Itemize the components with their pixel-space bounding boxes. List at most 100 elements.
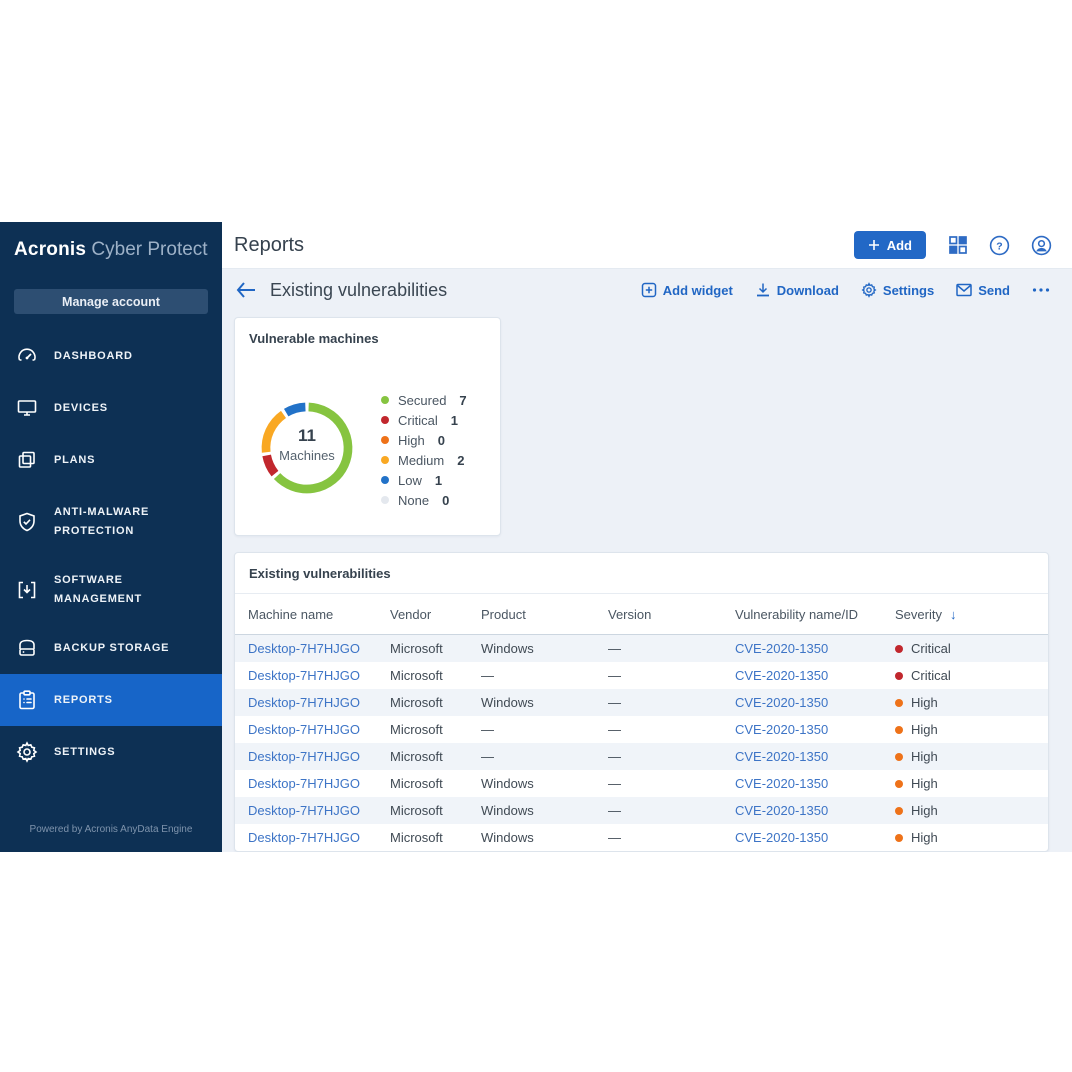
plus-icon bbox=[868, 240, 879, 251]
machine-name-link[interactable]: Desktop-7H7HJGO bbox=[248, 803, 360, 818]
sidebar-item-anti-malware-protection[interactable]: ANTI-MALWARE PROTECTION bbox=[0, 486, 222, 558]
sidebar-item-plans[interactable]: PLANS bbox=[0, 434, 222, 486]
table-body: Desktop-7H7HJGO Microsoft Windows — CVE-2020… bbox=[235, 635, 1048, 851]
version-cell: — bbox=[608, 776, 621, 791]
sidebar-item-devices[interactable]: DEVICES bbox=[0, 382, 222, 434]
settings-action[interactable]: Settings bbox=[861, 282, 934, 298]
devices-icon bbox=[14, 395, 40, 421]
column-header-product[interactable]: Product bbox=[481, 606, 526, 622]
column-header-machine-name[interactable]: Machine name bbox=[248, 606, 334, 622]
legend-count: 2 bbox=[457, 452, 465, 468]
vulnerable-machines-widget[interactable]: Vulnerable machines 11 Machines Secured 7… bbox=[234, 317, 501, 536]
severity-cell: High bbox=[895, 749, 1048, 764]
header-actions: Add ? bbox=[853, 231, 1052, 260]
column-header-severity[interactable]: Severity ↓ bbox=[895, 606, 957, 622]
machine-name-link[interactable]: Desktop-7H7HJGO bbox=[248, 722, 360, 737]
legend-count: 0 bbox=[442, 492, 450, 508]
version-cell: — bbox=[608, 695, 621, 710]
vulnerability-link[interactable]: CVE-2020-1350 bbox=[735, 641, 829, 656]
vulnerability-link[interactable]: CVE-2020-1350 bbox=[735, 695, 829, 710]
sidebar: Acronis Cyber Protect Manage account DAS… bbox=[0, 222, 222, 852]
column-header-version[interactable]: Version bbox=[608, 606, 652, 622]
report-toolbar: Existing vulnerabilities Add widget Downl… bbox=[222, 269, 1072, 311]
account-icon[interactable] bbox=[1031, 235, 1052, 256]
product-cell: Windows bbox=[481, 830, 534, 845]
severity-cell: Critical bbox=[895, 668, 1048, 683]
legend-dot bbox=[381, 456, 389, 464]
sidebar-item-label: SOFTWARE MANAGEMENT bbox=[54, 574, 143, 605]
column-header-vulnerability-name-id[interactable]: Vulnerability name/ID bbox=[735, 606, 859, 622]
ellipsis-icon bbox=[1032, 287, 1050, 293]
severity-dot bbox=[895, 671, 903, 680]
table-row[interactable]: Desktop-7H7HJGO Microsoft Windows — CVE-2020… bbox=[235, 635, 1048, 662]
severity-cell: High bbox=[895, 776, 1048, 791]
help-icon[interactable]: ? bbox=[989, 235, 1010, 256]
severity-cell: High bbox=[895, 803, 1048, 818]
table-row[interactable]: Desktop-7H7HJGO Microsoft — — CVE-2020-1350 C… bbox=[235, 662, 1048, 689]
vulnerability-link[interactable]: CVE-2020-1350 bbox=[735, 803, 829, 818]
vulnerability-link[interactable]: CVE-2020-1350 bbox=[735, 830, 829, 845]
severity-dot bbox=[895, 752, 903, 761]
settings-icon bbox=[14, 739, 40, 765]
version-cell: — bbox=[608, 803, 621, 818]
manage-account-button[interactable]: Manage account bbox=[14, 289, 208, 314]
table-row[interactable]: Desktop-7H7HJGO Microsoft Windows — CVE-2020… bbox=[235, 689, 1048, 716]
widget-title: Vulnerable machines bbox=[249, 331, 379, 346]
sidebar-item-settings[interactable]: SETTINGS bbox=[0, 726, 222, 778]
send-action[interactable]: Send bbox=[956, 283, 1010, 298]
sort-desc-icon[interactable]: ↓ bbox=[949, 606, 957, 622]
legend-item-medium: Medium 2 bbox=[381, 450, 467, 470]
gear-icon bbox=[861, 282, 877, 298]
table-row[interactable]: Desktop-7H7HJGO Microsoft Windows — CVE-2020… bbox=[235, 797, 1048, 824]
table-title: Existing vulnerabilities bbox=[235, 553, 1048, 594]
vulnerability-link[interactable]: CVE-2020-1350 bbox=[735, 668, 829, 683]
legend-item-critical: Critical 1 bbox=[381, 410, 467, 430]
machine-name-link[interactable]: Desktop-7H7HJGO bbox=[248, 641, 360, 656]
sidebar-item-reports[interactable]: REPORTS bbox=[0, 674, 222, 726]
add-button[interactable]: Add bbox=[853, 231, 926, 260]
legend-item-high: High 0 bbox=[381, 430, 467, 450]
vendor-cell: Microsoft bbox=[390, 695, 443, 710]
apps-grid-icon[interactable] bbox=[947, 235, 968, 256]
table-row[interactable]: Desktop-7H7HJGO Microsoft — — CVE-2020-1350 H… bbox=[235, 716, 1048, 743]
version-cell: — bbox=[608, 668, 621, 683]
add-widget-action[interactable]: Add widget bbox=[641, 282, 733, 298]
severity-dot bbox=[895, 644, 903, 653]
sidebar-item-label: SETTINGS bbox=[54, 745, 116, 758]
sidebar-item-label: DEVICES bbox=[54, 401, 108, 414]
more-actions[interactable] bbox=[1032, 287, 1050, 293]
machine-name-link[interactable]: Desktop-7H7HJGO bbox=[248, 695, 360, 710]
vulnerability-link[interactable]: CVE-2020-1350 bbox=[735, 722, 829, 737]
existing-vulnerabilities-widget: Existing vulnerabilities Machine name Ven… bbox=[234, 552, 1049, 852]
legend-item-secured: Secured 7 bbox=[381, 390, 467, 410]
back-arrow-icon[interactable] bbox=[234, 278, 258, 302]
machine-name-link[interactable]: Desktop-7H7HJGO bbox=[248, 776, 360, 791]
table-header-row: Machine name Vendor Product Version Vulnerab… bbox=[235, 594, 1048, 635]
download-action[interactable]: Download bbox=[755, 282, 839, 298]
machine-name-link[interactable]: Desktop-7H7HJGO bbox=[248, 830, 360, 845]
machine-name-link[interactable]: Desktop-7H7HJGO bbox=[248, 749, 360, 764]
powered-by-text: Powered by Acronis AnyData Engine bbox=[29, 824, 193, 835]
table-row[interactable]: Desktop-7H7HJGO Microsoft — — CVE-2020-1350 H… bbox=[235, 743, 1048, 770]
table-row[interactable]: Desktop-7H7HJGO Microsoft Windows — CVE-2020… bbox=[235, 824, 1048, 851]
donut-chart: 11 Machines bbox=[259, 400, 355, 496]
report-content: Vulnerable machines 11 Machines Secured 7… bbox=[222, 311, 1072, 852]
donut-segment-low bbox=[283, 402, 306, 417]
version-cell: — bbox=[608, 641, 621, 656]
report-title: Existing vulnerabilities bbox=[270, 279, 448, 300]
donut-segment-secured bbox=[273, 402, 353, 494]
product-cell: Windows bbox=[481, 803, 534, 818]
sidebar-item-label: PLANS bbox=[54, 453, 96, 466]
vulnerability-link[interactable]: CVE-2020-1350 bbox=[735, 776, 829, 791]
table-row[interactable]: Desktop-7H7HJGO Microsoft Windows — CVE-2020… bbox=[235, 770, 1048, 797]
sidebar-item-label: REPORTS bbox=[54, 693, 113, 706]
main-header: Reports Add ? bbox=[222, 222, 1072, 270]
svg-text:?: ? bbox=[996, 240, 1002, 252]
column-header-vendor[interactable]: Vendor bbox=[390, 606, 432, 622]
sidebar-item-backup-storage[interactable]: BACKUP STORAGE bbox=[0, 622, 222, 674]
sidebar-item-dashboard[interactable]: DASHBOARD bbox=[0, 330, 222, 382]
toolbar-actions: Add widget Download Settings Send bbox=[641, 282, 1050, 298]
sidebar-item-software-management[interactable]: SOFTWARE MANAGEMENT bbox=[0, 558, 222, 622]
machine-name-link[interactable]: Desktop-7H7HJGO bbox=[248, 668, 360, 683]
vulnerability-link[interactable]: CVE-2020-1350 bbox=[735, 749, 829, 764]
